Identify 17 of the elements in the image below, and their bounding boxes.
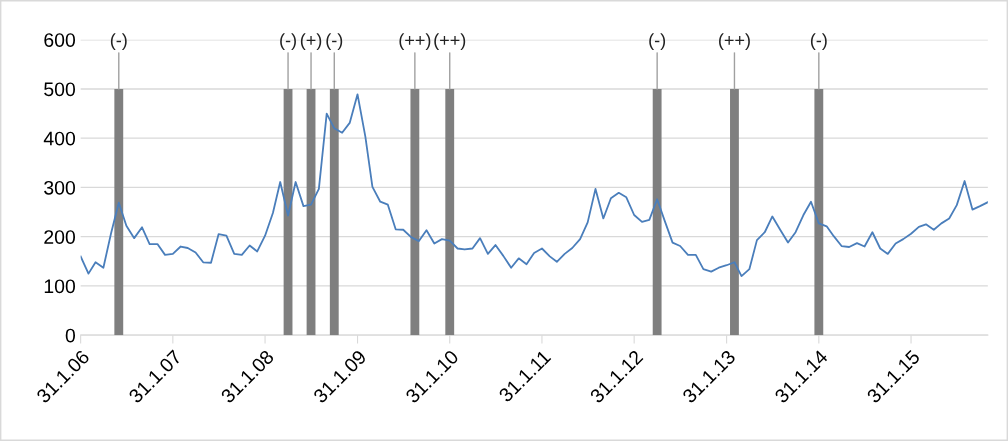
annotation: (-) xyxy=(810,33,827,51)
y-tick-label: 200 xyxy=(44,230,76,244)
annotation: (-) xyxy=(280,33,296,51)
y-tick-label: 300 xyxy=(44,180,76,195)
annotation: (-) xyxy=(649,33,666,51)
annotation: (-) xyxy=(326,33,343,51)
annotation: (++) xyxy=(399,33,431,51)
annotation: (-) xyxy=(110,33,127,51)
line-series xyxy=(80,93,988,277)
annotation: (++) xyxy=(434,33,466,51)
y-tick-label: 400 xyxy=(43,131,76,146)
y-tick-label: 600 xyxy=(44,33,76,47)
y-tick-label: 500 xyxy=(44,82,76,97)
y-tick-label: 100 xyxy=(44,279,76,294)
y-tick-label: 0 xyxy=(65,328,76,343)
annotation: (+) xyxy=(300,33,322,51)
annotation: (++) xyxy=(719,33,750,51)
